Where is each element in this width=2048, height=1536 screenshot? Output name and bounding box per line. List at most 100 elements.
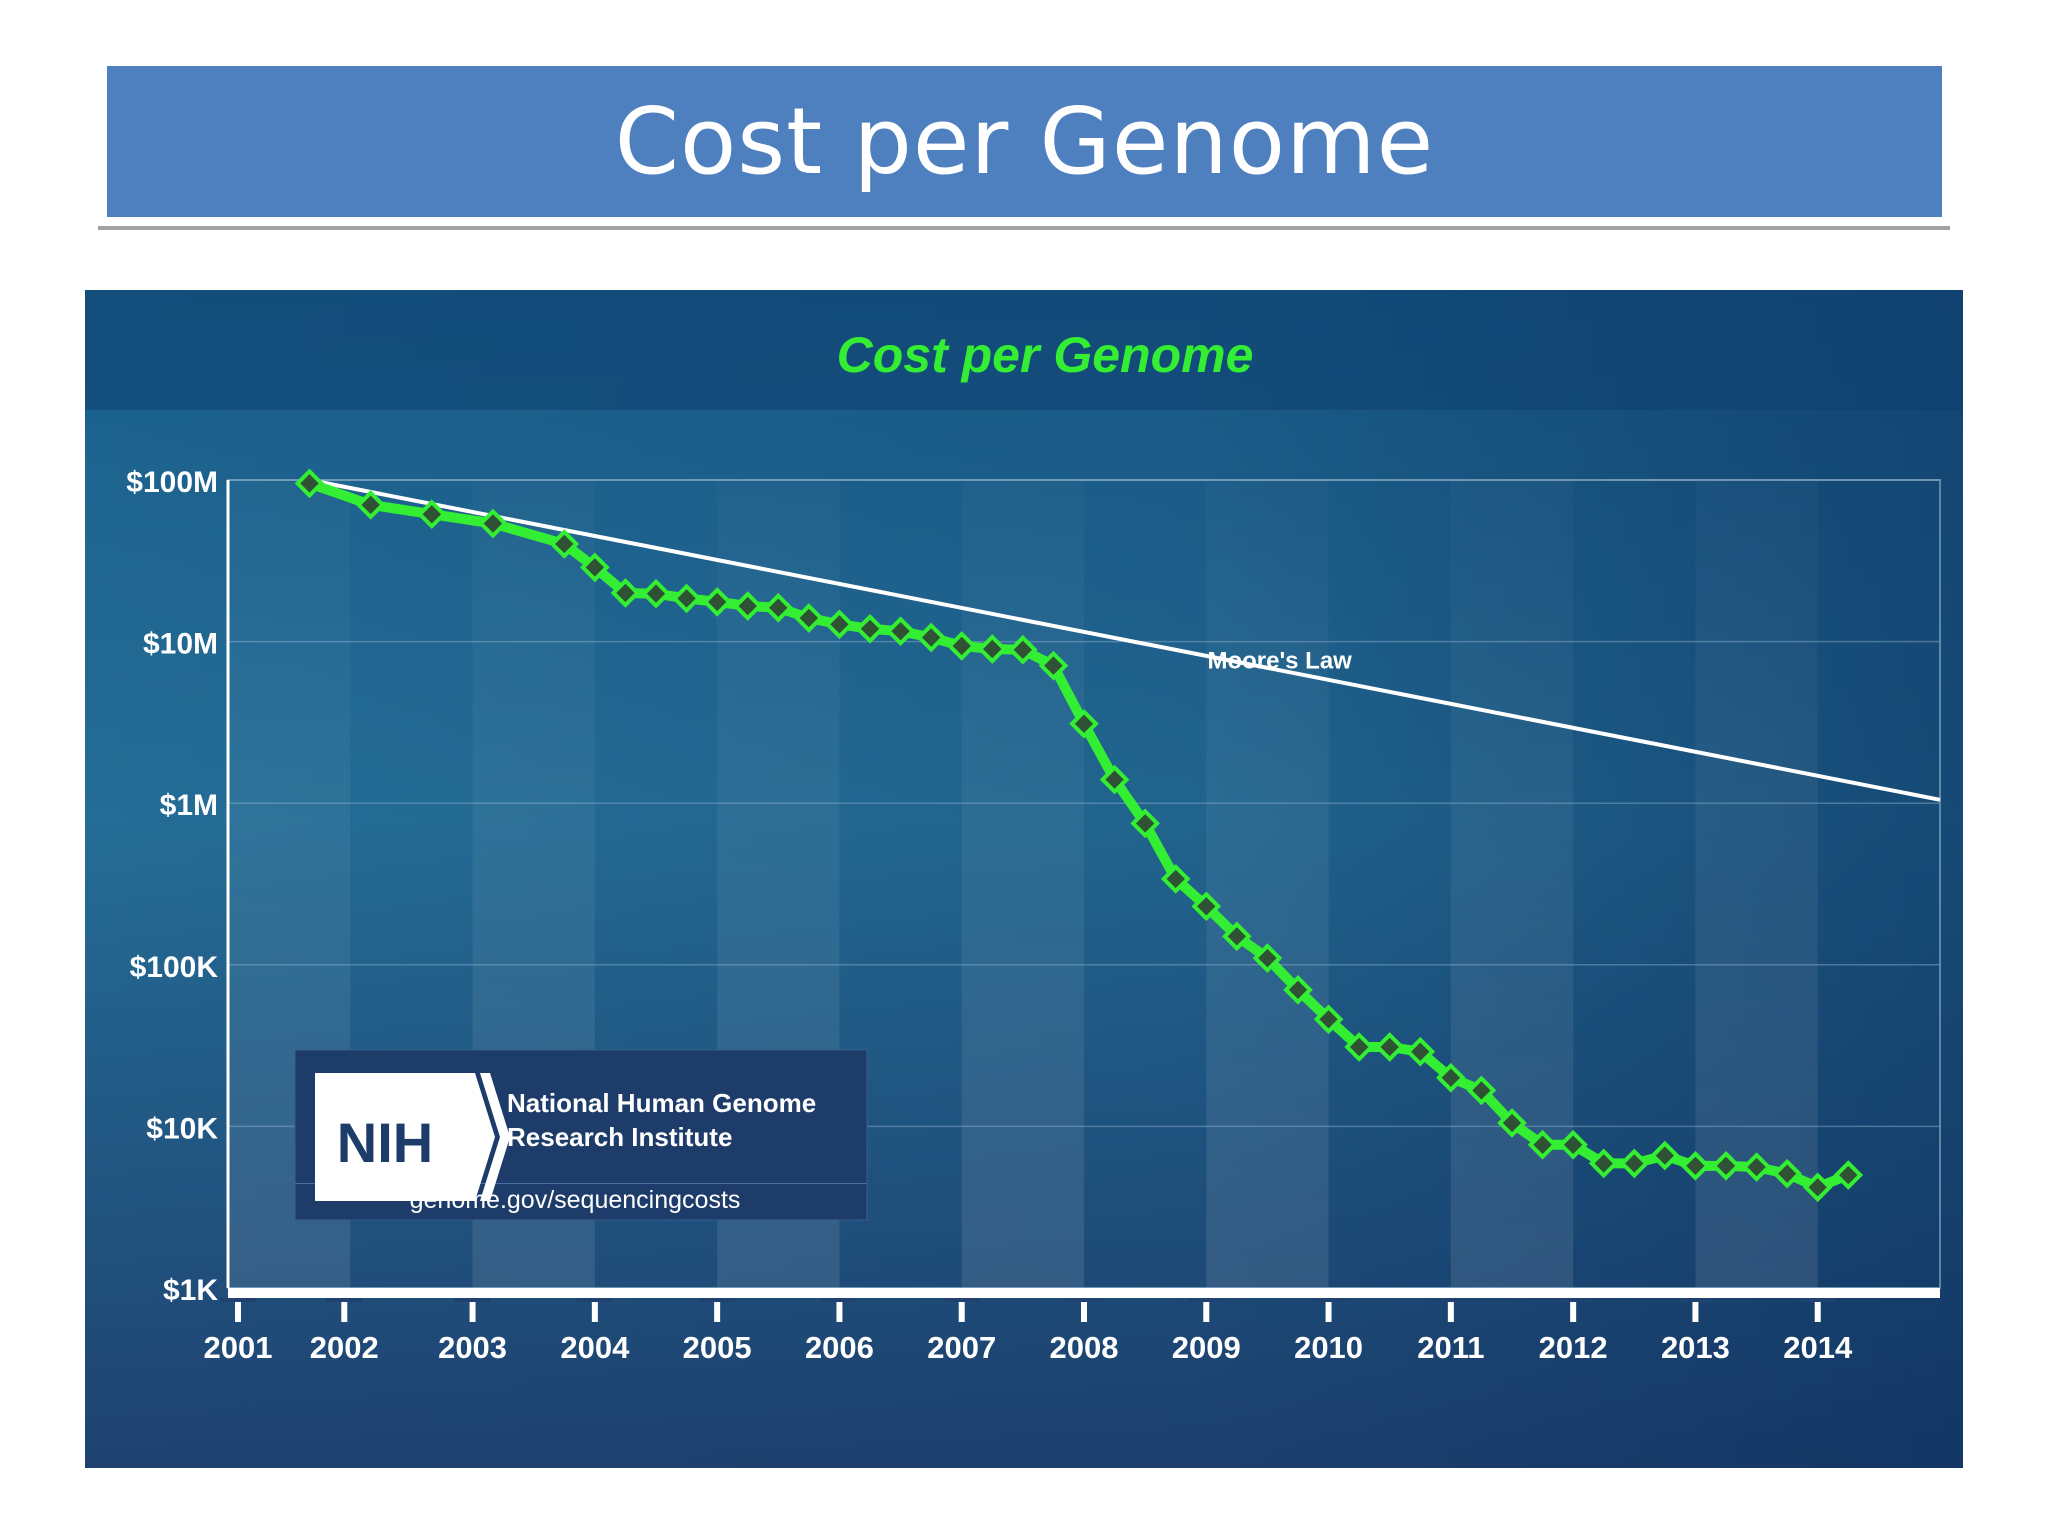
data-point-marker xyxy=(1680,1151,1711,1181)
data-point-marker xyxy=(1466,1075,1497,1106)
data-point-marker xyxy=(355,490,386,520)
data-point-marker xyxy=(1313,1004,1344,1035)
slide-title: Cost per Genome xyxy=(614,88,1435,195)
chart-title: Cost per Genome xyxy=(837,327,1254,383)
slide-title-banner: Cost per Genome xyxy=(107,66,1942,217)
nih-institute-line1: National Human Genome xyxy=(507,1088,816,1118)
data-point-marker xyxy=(416,499,447,530)
data-point-marker xyxy=(1619,1148,1650,1179)
x-tick-mark xyxy=(1447,1288,1454,1322)
data-point-marker xyxy=(478,508,508,539)
data-point-marker xyxy=(763,592,794,623)
data-point-marker xyxy=(1222,921,1252,952)
x-tick-label: 2001 xyxy=(204,1330,273,1365)
x-axis-gap xyxy=(1432,1298,1469,1302)
y-tick-label: $100M xyxy=(126,466,218,499)
x-tick-mark xyxy=(1814,1288,1821,1322)
data-point-marker xyxy=(1160,864,1191,894)
x-axis-gap xyxy=(1555,1298,1592,1302)
x-tick-mark xyxy=(469,1288,476,1322)
x-tick-label: 2002 xyxy=(310,1330,379,1365)
data-point-marker xyxy=(641,578,671,609)
data-point-marker xyxy=(1741,1152,1772,1182)
x-tick-mark xyxy=(1325,1288,1332,1322)
data-point-marker xyxy=(1252,943,1283,973)
x-tick-mark xyxy=(1081,1288,1087,1322)
data-point-marker xyxy=(702,587,732,617)
data-point-marker xyxy=(1283,975,1313,1005)
x-tick-label: 2003 xyxy=(438,1330,507,1365)
data-point-marker xyxy=(1772,1158,1802,1189)
data-point-marker xyxy=(1191,891,1222,922)
data-point-marker xyxy=(294,468,325,499)
year-band xyxy=(1206,480,1329,1288)
data-point-marker xyxy=(1802,1172,1833,1203)
x-axis-gap xyxy=(1188,1298,1225,1302)
x-tick-label: 2006 xyxy=(805,1330,874,1365)
x-tick-mark xyxy=(235,1288,241,1322)
x-axis-gap xyxy=(454,1298,491,1302)
x-axis-gap xyxy=(1310,1298,1347,1302)
x-tick-label: 2005 xyxy=(683,1330,752,1365)
x-tick-label: 2009 xyxy=(1172,1330,1241,1365)
data-point-marker xyxy=(1374,1032,1405,1062)
year-band xyxy=(1450,480,1574,1288)
x-tick-label: 2014 xyxy=(1783,1330,1853,1365)
x-tick-label: 2012 xyxy=(1539,1330,1608,1365)
data-point-marker xyxy=(1833,1160,1864,1190)
data-point-marker xyxy=(671,583,702,614)
x-axis-gap xyxy=(943,1298,980,1302)
data-point-marker xyxy=(946,631,977,661)
data-point-marker xyxy=(916,622,946,653)
data-point-marker xyxy=(1405,1036,1436,1067)
data-point-marker xyxy=(732,591,763,621)
x-tick-label: 2011 xyxy=(1417,1330,1484,1365)
y-tick-label: $10M xyxy=(143,628,218,661)
data-point-marker xyxy=(1650,1140,1680,1171)
x-tick-label: 2010 xyxy=(1294,1330,1363,1365)
y-tick-label: $1K xyxy=(163,1274,218,1307)
nih-logo-mark: NIH xyxy=(337,1111,433,1174)
data-point-marker xyxy=(1038,650,1069,681)
data-point-marker xyxy=(1008,634,1038,665)
x-tick-mark xyxy=(1203,1288,1210,1322)
x-tick-mark xyxy=(836,1288,843,1322)
data-point-marker xyxy=(1711,1151,1741,1181)
x-tick-label: 2008 xyxy=(1050,1330,1119,1365)
data-point-marker xyxy=(1497,1108,1527,1138)
x-axis-gap xyxy=(220,1298,256,1302)
x-tick-mark xyxy=(958,1288,965,1322)
data-point-marker xyxy=(1558,1129,1588,1160)
x-tick-mark xyxy=(1570,1288,1577,1322)
title-divider xyxy=(98,226,1950,230)
y-tick-label: $100K xyxy=(130,951,219,984)
x-tick-label: 2013 xyxy=(1661,1330,1730,1365)
y-tick-label: $1M xyxy=(160,789,218,822)
x-axis-gap xyxy=(1066,1298,1102,1302)
nih-logo: NIH National Human Genome Research Insti… xyxy=(294,1049,868,1221)
data-point-marker xyxy=(1527,1129,1558,1160)
x-axis-gap xyxy=(326,1298,363,1302)
x-axis-gap xyxy=(1677,1298,1714,1302)
data-point-marker xyxy=(549,529,580,559)
nih-url: genome.gov/sequencingcosts xyxy=(410,1186,741,1214)
y-tick-label: $10K xyxy=(146,1112,218,1145)
x-axis-gap xyxy=(821,1298,858,1302)
x-tick-label: 2004 xyxy=(560,1330,630,1365)
x-tick-mark xyxy=(714,1288,721,1322)
data-point-marker xyxy=(824,609,855,640)
moores-law-line xyxy=(309,478,1941,802)
x-axis-gap xyxy=(699,1298,736,1302)
data-point-marker xyxy=(1588,1148,1619,1179)
data-point-marker xyxy=(885,616,916,647)
x-axis-gap xyxy=(1799,1298,1836,1302)
nih-institute-line2: Research Institute xyxy=(507,1122,732,1152)
data-point-marker xyxy=(977,634,1008,664)
data-point-marker xyxy=(1130,808,1160,839)
moores-law-label: Moore's Law xyxy=(1207,647,1352,674)
chart: Cost per Genome $100M $10M $1M $100K $10K $1K… xyxy=(85,290,1963,1468)
x-tick-mark xyxy=(1692,1288,1699,1322)
data-point-marker xyxy=(794,603,824,633)
x-tick-label: 2007 xyxy=(927,1330,996,1365)
data-point-marker xyxy=(580,552,610,583)
